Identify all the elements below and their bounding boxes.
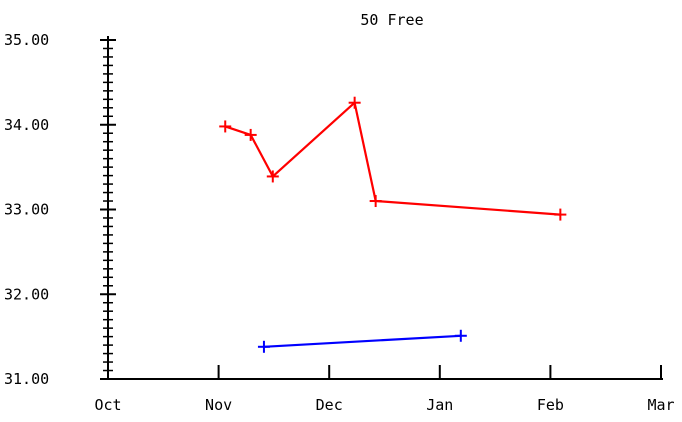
- x-tick-label: Mar: [647, 396, 674, 414]
- data-point: [244, 128, 257, 141]
- x-tick-label: Dec: [316, 396, 343, 414]
- data-point: [554, 208, 567, 221]
- x-tick-label: Feb: [537, 396, 564, 414]
- y-tick-label: 31.00: [4, 370, 49, 388]
- series-2: [257, 329, 467, 353]
- x-tick-label: Oct: [94, 396, 121, 414]
- data-point: [257, 340, 270, 353]
- y-tick-label: 32.00: [4, 285, 49, 303]
- y-tick-label: 35.00: [4, 31, 49, 49]
- y-tick-label: 33.00: [4, 201, 49, 219]
- x-tick-label: Nov: [205, 396, 232, 414]
- data-point: [454, 329, 467, 342]
- series-1: [219, 96, 567, 221]
- data-point: [348, 96, 361, 109]
- chart-title: 50 Free: [360, 11, 423, 29]
- data-point: [266, 170, 279, 183]
- data-point: [369, 195, 382, 208]
- y-tick-label: 34.00: [4, 116, 49, 134]
- series-layer: [219, 96, 567, 353]
- series-line: [224, 101, 561, 216]
- data-point: [219, 120, 232, 133]
- x-tick-label: Jan: [426, 396, 453, 414]
- series-line: [263, 334, 461, 348]
- axes: 31.00 32.00 33.00 34.00 35.00 Oct Nov Dec Jan Feb…: [4, 31, 675, 414]
